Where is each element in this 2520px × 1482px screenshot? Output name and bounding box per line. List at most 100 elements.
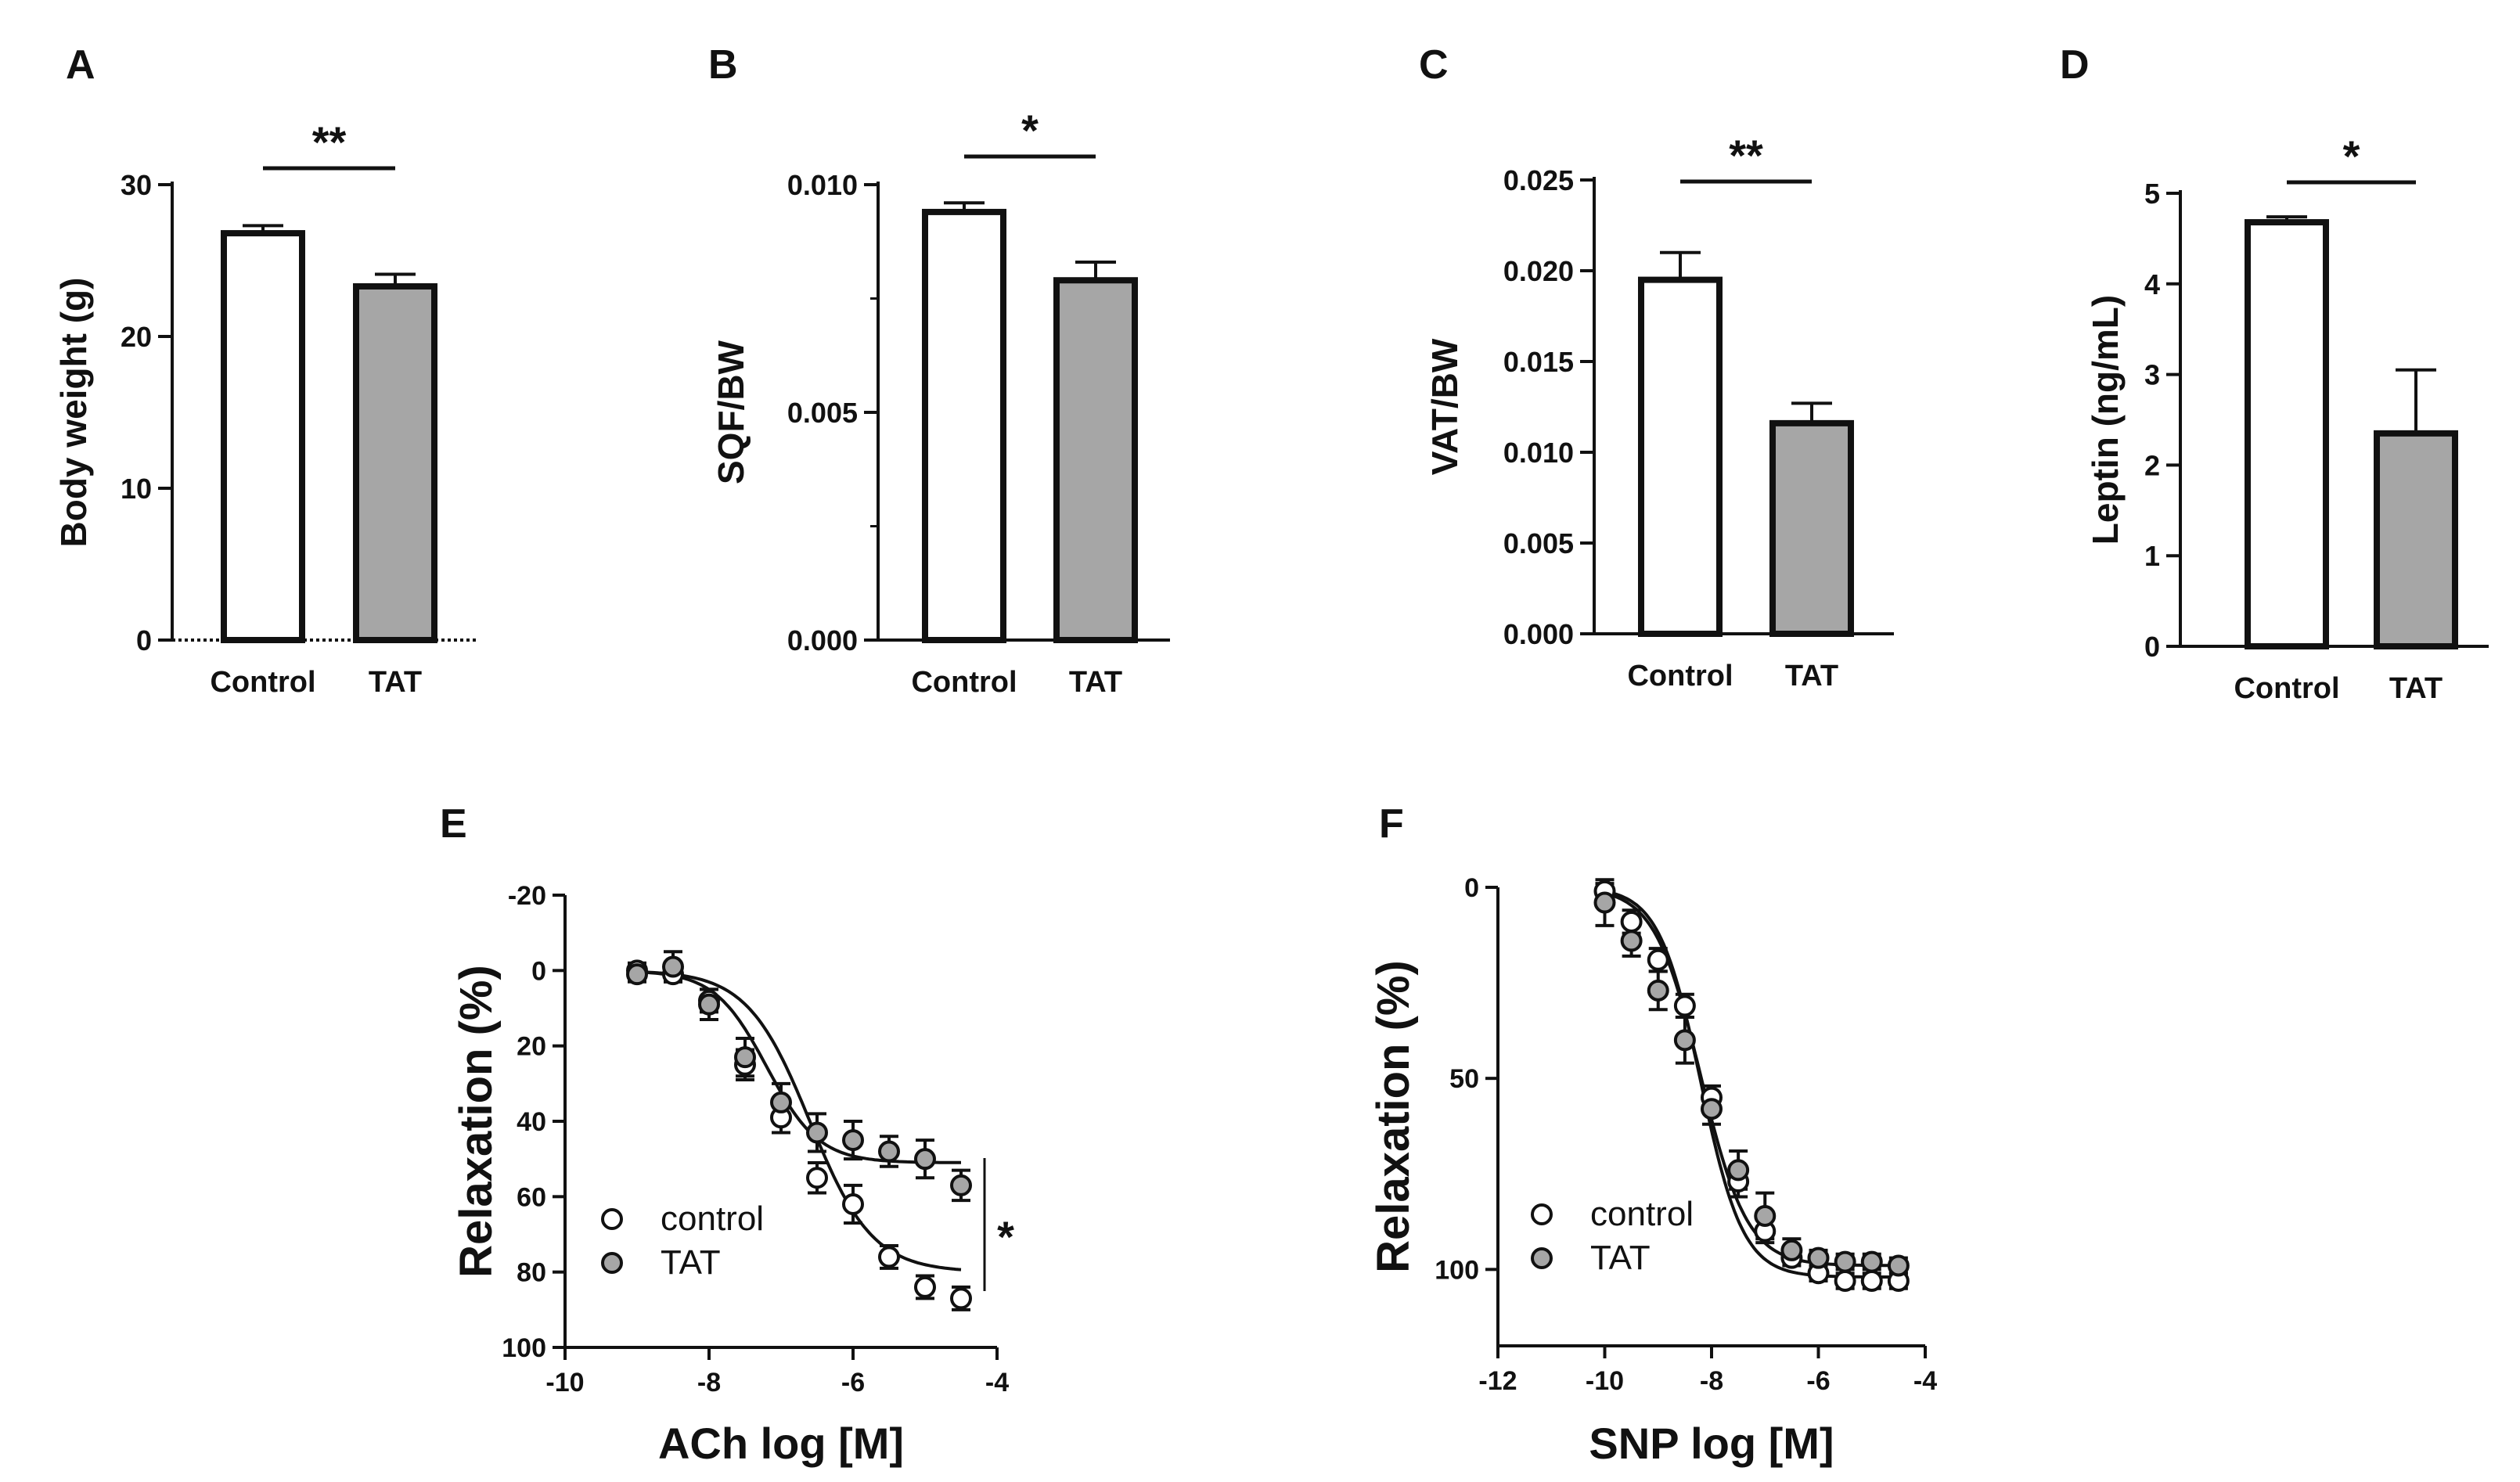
y-tick-label: 20 <box>121 321 152 353</box>
legend-marker-tat <box>601 1252 623 1274</box>
legend-marker-tat <box>1531 1247 1553 1269</box>
data-point-control <box>842 1192 864 1215</box>
data-point-tat <box>770 1091 792 1113</box>
legend-marker-control <box>1531 1203 1553 1225</box>
data-point-control <box>1620 910 1643 933</box>
fit-curve-control <box>636 969 962 1272</box>
y-tick-label: 60 <box>517 1182 546 1212</box>
legend-label: TAT <box>661 1243 721 1282</box>
x-tick-label: -10 <box>545 1368 584 1397</box>
data-point-control <box>1834 1269 1856 1292</box>
data-point-tat <box>734 1046 756 1069</box>
y-tick-label: 0 <box>1464 873 1479 903</box>
bar-control <box>2245 219 2329 649</box>
y-tick-label: 0.005 <box>787 397 858 429</box>
data-point-tat <box>806 1121 828 1144</box>
panel-label: F <box>1379 801 1404 847</box>
x-category-label: TAT <box>1069 666 1122 699</box>
y-tick-label: 1 <box>2144 540 2160 572</box>
data-point-tat <box>914 1148 936 1171</box>
x-category-label: Control <box>1627 660 1733 692</box>
fit-curve-tat <box>636 970 961 1164</box>
x-category-label: Control <box>911 666 1017 699</box>
data-point-tat <box>878 1140 900 1163</box>
data-point-control <box>1647 948 1669 971</box>
data-point-tat <box>1807 1246 1830 1269</box>
bar-control <box>1638 276 1723 637</box>
y-tick-label: 0.015 <box>1503 346 1574 378</box>
y-tick-label: 50 <box>1449 1064 1479 1094</box>
x-tick-label: -10 <box>1586 1366 1624 1396</box>
y-axis-label: Relaxation (%) <box>451 965 502 1278</box>
x-axis-label: ACh log [M] <box>658 1419 904 1468</box>
y-tick-label: 0 <box>531 956 546 986</box>
y-tick-label: 5 <box>2144 178 2160 210</box>
bar-control <box>922 208 1006 644</box>
y-axis-label: Leptin (ng/mL) <box>2085 295 2126 545</box>
significance-marker: * <box>997 1212 1014 1261</box>
y-axis-label: Relaxation (%) <box>1368 960 1419 1273</box>
y-tick-label: 0.000 <box>1503 618 1574 650</box>
y-tick-label: 20 <box>517 1032 546 1062</box>
data-point-control <box>950 1287 972 1310</box>
panel-f: F 0 50 100 -12 -10 -8 -6 -4 Relaxation (%) SNP log… <box>1368 801 1937 1468</box>
significance-marker: ** <box>312 117 347 167</box>
y-tick-label: 0.005 <box>1503 527 1574 559</box>
data-point-tat <box>1593 891 1616 914</box>
y-axis-label: Body weight (g) <box>53 278 94 548</box>
data-point-tat <box>1754 1204 1777 1227</box>
y-tick-label: 0.025 <box>1503 164 1574 196</box>
bar-control <box>221 230 305 643</box>
y-tick-label: -20 <box>508 881 546 911</box>
panel-e: E -20 0 20 40 60 80 100 -10 -8 -6 -4 Relaxation (%) A… <box>440 801 1014 1468</box>
y-axis-label: VAT/BW <box>1424 338 1465 475</box>
data-point-tat <box>1780 1239 1803 1261</box>
y-tick-label: 0 <box>136 624 152 656</box>
x-tick-label: -8 <box>697 1368 721 1397</box>
y-tick-label: 80 <box>517 1258 546 1288</box>
data-point-control <box>914 1275 936 1298</box>
y-tick-label: 30 <box>121 169 152 201</box>
bar-tat <box>353 282 437 643</box>
panel-b: B 0.000 0.005 0.010 SQF/BW Control TAT * <box>708 42 1170 699</box>
panel-a: A 0 10 20 30 Body weight (g) Control TAT ** <box>53 42 477 699</box>
panel-label: E <box>440 801 467 847</box>
data-point-tat <box>1834 1250 1856 1273</box>
panel-label: A <box>66 42 95 88</box>
data-point-tat <box>1620 930 1643 952</box>
y-tick-label: 100 <box>502 1333 546 1363</box>
x-tick-label: -12 <box>1478 1366 1517 1396</box>
y-axis-label: SQF/BW <box>711 340 751 484</box>
data-point-tat <box>1647 979 1669 1002</box>
legend-label: control <box>661 1200 764 1238</box>
y-tick-label: 10 <box>121 473 152 505</box>
x-category-label: TAT <box>1785 660 1838 692</box>
data-point-tat <box>1887 1254 1910 1277</box>
y-tick-label: 0.010 <box>1503 437 1574 469</box>
legend-marker-control <box>601 1208 623 1230</box>
y-tick-label: 2 <box>2144 449 2160 481</box>
panel-label: B <box>708 42 738 88</box>
legend-label: control <box>1590 1195 1694 1233</box>
x-category-label: TAT <box>2389 672 2443 705</box>
data-point-control <box>1860 1269 1883 1292</box>
data-point-control <box>878 1246 900 1268</box>
y-tick-label: 40 <box>517 1107 546 1137</box>
significance-marker: ** <box>1729 131 1763 180</box>
x-category-label: Control <box>210 666 315 699</box>
x-category-label: TAT <box>369 666 422 699</box>
data-point-tat <box>1673 1029 1696 1052</box>
data-point-tat <box>842 1129 864 1152</box>
significance-marker: * <box>2343 131 2360 181</box>
panel-label: D <box>2060 42 2090 88</box>
x-axis-label: SNP log [M] <box>1589 1419 1834 1468</box>
significance-marker: * <box>1021 106 1039 155</box>
y-tick-label: 0.000 <box>787 624 858 656</box>
panel-label: C <box>1419 42 1449 88</box>
data-point-tat <box>662 955 684 978</box>
y-tick-label: 4 <box>2144 268 2160 300</box>
legend-label: TAT <box>1590 1239 1651 1277</box>
x-tick-label: -8 <box>1700 1366 1723 1396</box>
data-point-tat <box>698 993 720 1016</box>
